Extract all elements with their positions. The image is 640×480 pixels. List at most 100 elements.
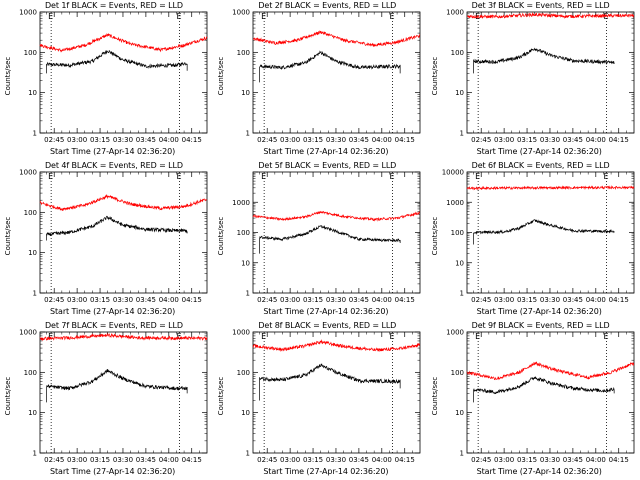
x-axis-label: Start Time (27-Apr-14 02:36:20) — [50, 147, 176, 156]
x-tick-label: 03:30 — [326, 456, 346, 464]
x-tick-label: 03:15 — [90, 136, 110, 144]
x-tick-label: 03:15 — [90, 296, 110, 304]
detector-panel: 1 10 100 1000 02:45 03:00 03:15 03:30 03:45 04:00… — [0, 320, 213, 480]
y-axis-label: Counts/sec — [217, 56, 226, 96]
chart-title: Det 6f BLACK = Events, RED = LLD — [471, 161, 610, 170]
chart-plot: 1 10 100 1000 10000 02:45 03:00 03:15 03:30 03:45… — [441, 169, 635, 304]
series-line-lld — [39, 194, 208, 211]
x-tick-label: 04:00 — [585, 296, 605, 304]
chart-title: Det 8f BLACK = Events, RED = LLD — [258, 321, 397, 330]
y-tick-label: 1000 — [19, 169, 37, 177]
x-tick-label: 03:00 — [494, 136, 514, 144]
y-axis-label: Counts/sec — [430, 56, 439, 96]
x-axis-label: Start Time (27-Apr-14 02:36:20) — [263, 307, 389, 316]
event-marker-label: E — [390, 12, 395, 21]
y-tick-label: 100 — [450, 49, 463, 57]
x-axis-label: Start Time (27-Apr-14 02:36:20) — [476, 467, 602, 476]
x-tick-label: 04:00 — [585, 136, 605, 144]
y-tick-label: 100 — [237, 369, 250, 377]
x-tick-label: 03:30 — [326, 296, 346, 304]
detector-panel: 1 10 100 1000 02:45 03:00 03:15 03:30 03:45 04:00… — [427, 0, 640, 160]
y-axis-label: Counts/sec — [217, 376, 226, 416]
chart-plot: 1 10 100 1000 02:45 03:00 03:15 03:30 03:45 04:00… — [233, 171, 421, 304]
x-axis-label: Start Time (27-Apr-14 02:36:20) — [476, 147, 602, 156]
series-line-events — [259, 225, 401, 254]
x-tick-label: 03:00 — [494, 456, 514, 464]
x-tick-label: 04:15 — [608, 136, 628, 144]
x-tick-label: 03:15 — [517, 296, 537, 304]
y-tick-label: 1000 — [233, 9, 251, 17]
chart-title: Det 2f BLACK = Events, RED = LLD — [258, 1, 397, 10]
detector-panel: 1 10 100 1000 02:45 03:00 03:15 03:30 03:45 04:00… — [213, 320, 426, 480]
event-marker-label: E — [261, 172, 266, 181]
x-tick-label: 02:45 — [471, 136, 491, 144]
x-tick-label: 04:00 — [159, 136, 179, 144]
series-line-events — [259, 363, 401, 401]
x-tick-label: 04:00 — [585, 456, 605, 464]
y-axis-label: Counts/sec — [430, 216, 439, 256]
chart-title: Det 3f BLACK = Events, RED = LLD — [471, 1, 610, 10]
x-tick-label: 04:00 — [372, 296, 392, 304]
x-tick-label: 04:15 — [395, 136, 415, 144]
y-tick-label: 1000 — [446, 329, 464, 337]
x-tick-label: 04:15 — [608, 456, 628, 464]
x-tick-label: 03:30 — [540, 456, 560, 464]
detector-panel: 1 10 100 1000 02:45 03:00 03:15 03:30 03:45 04:00… — [0, 0, 213, 160]
series-line-lld — [39, 332, 208, 342]
x-tick-label: 03:30 — [326, 136, 346, 144]
x-tick-label: 03:00 — [67, 296, 87, 304]
event-marker-label: E — [176, 12, 181, 21]
x-tick-label: 04:00 — [372, 456, 392, 464]
event-marker-label: E — [475, 172, 480, 181]
y-tick-label: 10 — [28, 409, 37, 417]
x-tick-label: 03:30 — [540, 296, 560, 304]
detector-panel: 1 10 100 1000 02:45 03:00 03:15 03:30 03:45 04:00… — [427, 320, 640, 480]
x-axis-label: Start Time (27-Apr-14 02:36:20) — [50, 307, 176, 316]
series-line-events — [46, 49, 188, 74]
y-axis-label: Counts/sec — [217, 216, 226, 256]
y-tick-label: 1 — [246, 450, 250, 458]
x-tick-label: 03:15 — [517, 456, 537, 464]
y-tick-label: 10 — [241, 259, 250, 267]
plot-frame — [466, 11, 635, 134]
y-tick-label: 1000 — [19, 329, 37, 337]
series-line-lld — [466, 361, 634, 381]
event-marker-label: E — [176, 332, 181, 341]
chart-title: Det 4f BLACK = Events, RED = LLD — [45, 161, 183, 170]
series-line-lld — [253, 30, 421, 47]
x-axis-label: Start Time (27-Apr-14 02:36:20) — [50, 467, 176, 476]
y-axis-label: Counts/sec — [430, 376, 439, 416]
x-tick-label: 03:45 — [562, 456, 582, 464]
series-line-events — [472, 376, 615, 403]
x-tick-label: 03:45 — [349, 456, 369, 464]
x-tick-label: 04:00 — [159, 296, 179, 304]
event-marker-label: E — [475, 332, 480, 341]
y-tick-label: 1 — [246, 130, 250, 138]
y-tick-label: 1 — [459, 130, 463, 138]
x-tick-label: 02:45 — [471, 456, 491, 464]
x-tick-label: 03:15 — [90, 456, 110, 464]
series-line-lld — [466, 185, 634, 191]
y-tick-label: 10 — [28, 249, 37, 257]
chart-title: Det 7f BLACK = Events, RED = LLD — [45, 321, 183, 330]
x-tick-label: 04:15 — [608, 296, 628, 304]
chart-plot: 1 10 100 1000 02:45 03:00 03:15 03:30 03:45 04:00… — [233, 329, 421, 464]
y-tick-label: 100 — [237, 229, 250, 237]
chart-plot: 1 10 100 1000 02:45 03:00 03:15 03:30 03:45 04:00… — [446, 329, 635, 464]
series-line-lld — [252, 210, 421, 222]
x-tick-label: 03:45 — [562, 296, 582, 304]
x-tick-label: 04:15 — [182, 456, 202, 464]
y-axis-label: Counts/sec — [4, 216, 12, 256]
event-marker-label: E — [48, 332, 53, 341]
x-tick-label: 03:00 — [494, 296, 514, 304]
chart-title: Det 9f BLACK = Events, RED = LLD — [471, 321, 610, 330]
event-marker-label: E — [48, 12, 53, 21]
y-tick-label: 100 — [24, 49, 37, 57]
x-tick-label: 03:00 — [67, 136, 87, 144]
chart-plot: 1 10 100 1000 02:45 03:00 03:15 03:30 03:45 04:00… — [19, 329, 208, 464]
x-tick-label: 02:45 — [257, 456, 277, 464]
chart-plot: 1 10 100 1000 02:45 03:00 03:15 03:30 03:45 04:00… — [19, 9, 208, 144]
chart-plot: 1 10 100 1000 02:45 03:00 03:15 03:30 03:45 04:00… — [446, 9, 635, 144]
event-marker-label: E — [603, 332, 608, 341]
x-tick-label: 03:45 — [562, 136, 582, 144]
